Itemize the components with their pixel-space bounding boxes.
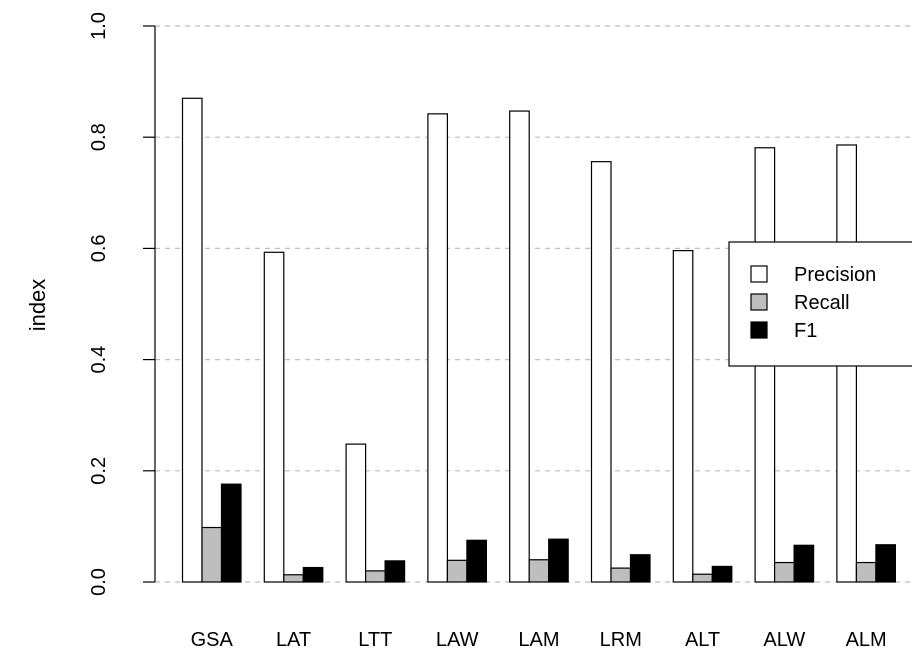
bar-precision-alt bbox=[672, 250, 694, 583]
legend: Precision Recall F1 bbox=[728, 241, 912, 367]
bar-recall-lam bbox=[528, 559, 550, 583]
y-tick-label: 0.8 bbox=[88, 123, 110, 151]
bar-f1-lam bbox=[548, 538, 569, 583]
bar-f1-alm bbox=[875, 544, 897, 583]
bar-recall-law bbox=[446, 559, 468, 583]
x-tick-label: LAM bbox=[518, 629, 559, 651]
x-tick-label: ALM bbox=[846, 629, 887, 651]
y-tick-label: 0.4 bbox=[88, 346, 110, 374]
bar-recall-lrm bbox=[610, 567, 632, 583]
bar-f1-gsa bbox=[220, 483, 242, 583]
bar-f1-alw bbox=[793, 544, 815, 583]
x-axis-categories: GSA LAT LTT LAW LAM LRM ALT ALW ALM bbox=[191, 629, 887, 651]
x-tick-label: GSA bbox=[191, 629, 234, 651]
bar-precision-lat bbox=[263, 251, 285, 583]
bar-precision-gsa bbox=[181, 97, 203, 583]
bar-recall-alm bbox=[855, 561, 877, 583]
legend-swatch-f1 bbox=[750, 321, 768, 339]
x-tick-label: LTT bbox=[358, 629, 392, 651]
y-axis-label: index bbox=[25, 279, 50, 332]
x-tick-label: LAT bbox=[276, 629, 311, 651]
y-axis: 0.0 0.2 0.4 0.6 0.8 1.0 bbox=[88, 12, 156, 596]
bar-precision-lam bbox=[509, 110, 530, 583]
legend-swatch-precision bbox=[750, 265, 768, 283]
legend-label-recall: Recall bbox=[794, 292, 850, 314]
bar-f1-alt bbox=[711, 565, 733, 583]
x-tick-label: ALT bbox=[685, 629, 720, 651]
legend-label-precision: Precision bbox=[794, 264, 876, 286]
y-tick-label: 1.0 bbox=[88, 12, 110, 40]
y-tick-label: 0.2 bbox=[88, 457, 110, 485]
bar-recall-ltt bbox=[365, 570, 386, 583]
x-tick-label: ALW bbox=[763, 629, 805, 651]
bar-precision-lrm bbox=[590, 161, 612, 583]
bar-f1-lat bbox=[302, 566, 324, 583]
bar-precision-ltt bbox=[345, 443, 367, 583]
bar-f1-ltt bbox=[384, 560, 406, 583]
bar-recall-lat bbox=[283, 574, 304, 583]
y-tick-label: 0.0 bbox=[88, 568, 110, 596]
bar-f1-lrm bbox=[629, 554, 651, 583]
x-tick-label: LAW bbox=[436, 629, 479, 651]
bar-f1-law bbox=[466, 539, 487, 583]
bar-recall-alt bbox=[692, 573, 713, 583]
legend-label-f1: F1 bbox=[794, 320, 817, 342]
y-tick-label: 0.6 bbox=[88, 234, 110, 262]
x-tick-label: LRM bbox=[600, 629, 642, 651]
bar-precision-law bbox=[427, 113, 448, 583]
bar-recall-alw bbox=[773, 561, 795, 583]
bar-recall-gsa bbox=[201, 526, 223, 583]
legend-swatch-recall bbox=[750, 293, 768, 311]
